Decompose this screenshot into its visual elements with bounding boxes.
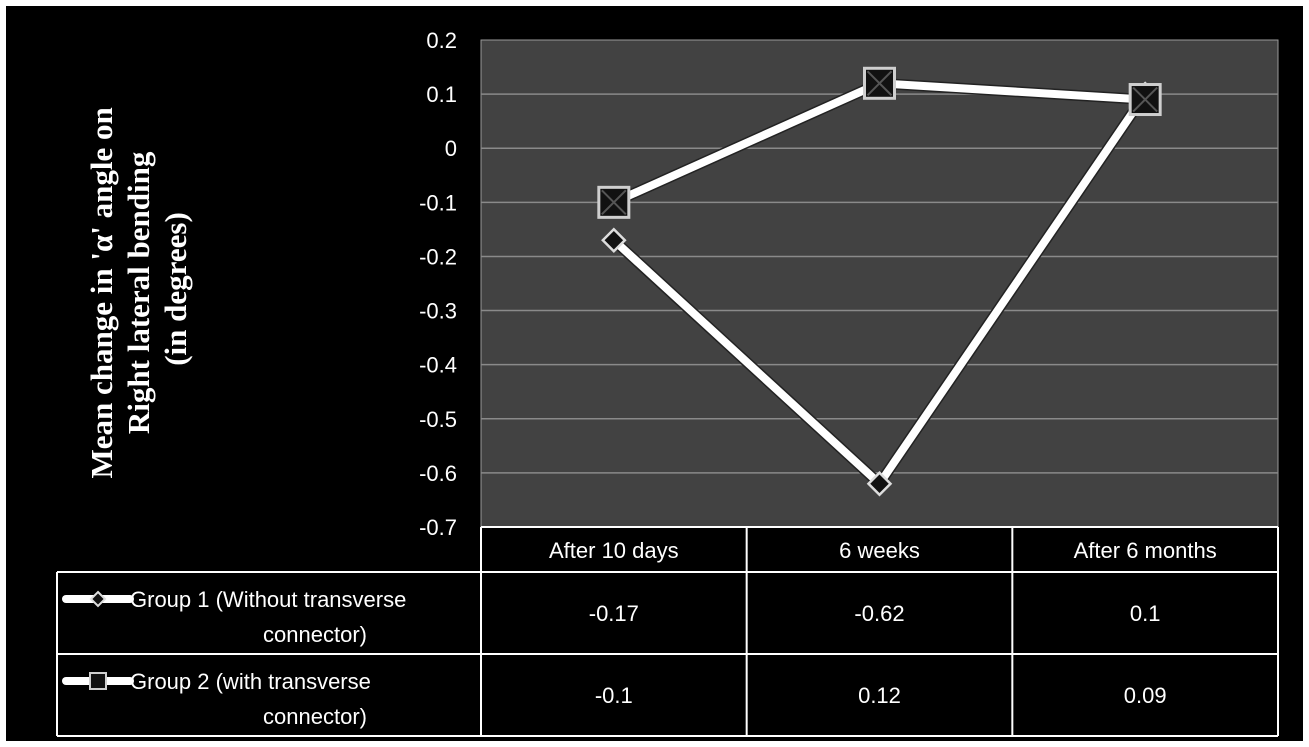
y-tick-label: -0.7 [419, 515, 457, 540]
legend-label-line-2: connector) [263, 622, 367, 647]
data-point-square-shade [601, 189, 627, 216]
y-tick-label: -0.1 [419, 190, 457, 215]
data-table: After 10 days 6 weeks After 6 months Group … [56, 526, 1279, 737]
legend-label-line-2: connector) [263, 704, 367, 729]
x-category-label: After 10 days [549, 538, 679, 563]
x-category-label: 6 weeks [839, 538, 920, 563]
data-point-diamond [866, 470, 893, 497]
data-point-square-shade [866, 70, 893, 96]
data-point-diamond [601, 227, 627, 253]
legend-label-line-1: Group 2 (with transverse [130, 669, 371, 694]
data-table-value: 0.12 [858, 683, 901, 708]
data-table-value: 0.09 [1124, 683, 1167, 708]
y-axis-label-line-3: (in degrees) [158, 212, 193, 366]
y-axis-label-line-2: Right lateral bending [121, 151, 156, 434]
data-point-square-shade [1132, 86, 1158, 113]
data-table-value: -0.62 [854, 601, 904, 626]
line-chart: 0.2 0.1 0 -0.1 -0.2 -0.3 -0.4 -0.5 -0.6 -0.7 Mean… [56, 28, 1279, 737]
y-tick-label: -0.4 [419, 353, 457, 378]
y-tick-label: 0 [445, 136, 457, 161]
y-tick-label: -0.2 [419, 244, 457, 269]
data-table-value: -0.1 [595, 683, 633, 708]
y-axis-label-line-1: Mean change in 'α' angle on [84, 107, 119, 478]
plot-area [480, 39, 1279, 528]
y-axis-label: Mean change in 'α' angle on Right latera… [84, 100, 193, 479]
y-tick-label: -0.3 [419, 299, 457, 324]
legend-square-marker [89, 672, 107, 690]
legend-label-line-1: Group 1 (Without transverse [130, 587, 406, 612]
x-category-label: After 6 months [1074, 538, 1217, 563]
y-tick-label: -0.5 [419, 407, 457, 432]
series-lines [597, 66, 1162, 497]
legend-diamond-marker [89, 590, 107, 608]
y-tick-label: 0.2 [426, 28, 457, 53]
data-table-value: 0.1 [1130, 601, 1161, 626]
y-axis-ticks: 0.2 0.1 0 -0.1 -0.2 -0.3 -0.4 -0.5 -0.6 -0.7 [419, 28, 457, 540]
data-table-value: -0.17 [589, 601, 639, 626]
legend-label: Group 1 (Without transverse connector) [130, 587, 406, 647]
y-tick-label: -0.6 [419, 461, 457, 486]
chart-stage: 0.2 0.1 0 -0.1 -0.2 -0.3 -0.4 -0.5 -0.6 -0.7 Mean… [6, 6, 1303, 741]
y-tick-label: 0.1 [426, 82, 457, 107]
legend-label: Group 2 (with transverse connector) [130, 669, 371, 729]
